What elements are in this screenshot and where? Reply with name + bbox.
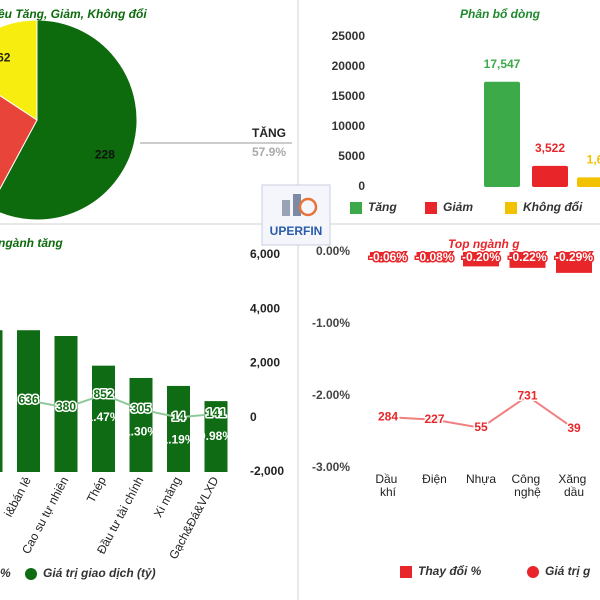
chart-title: Top ngành g: [448, 237, 520, 251]
y-tick-label: -2.00%: [312, 388, 350, 402]
x-tick-label: Xi măng: [151, 474, 184, 519]
x-tick-label: Công nghệ: [511, 472, 543, 499]
x-tick-label: Thép: [84, 474, 109, 505]
slice-label: 228: [95, 147, 115, 161]
bar: [129, 377, 153, 472]
x-tick-label: Xăng dầu: [558, 472, 589, 499]
bar: [556, 252, 592, 273]
x-tick-label-line: khí: [380, 485, 397, 499]
bar-label: 3,522: [535, 141, 565, 155]
bar-label: 1.47%: [86, 410, 120, 424]
x-tick-label-line: dầu: [564, 485, 584, 499]
chart-title: Phân bổ dòng: [460, 7, 541, 21]
chart-title: ngành tăng: [0, 236, 63, 250]
pie-slice: [0, 19, 138, 221]
line-label: 39: [567, 421, 581, 435]
pie-slice: [0, 95, 38, 190]
y-tick-label: 25000: [332, 29, 366, 43]
line: [28, 393, 217, 419]
y-tick-label: 0.00%: [316, 244, 350, 258]
y-tick-label: 10000: [332, 119, 366, 133]
x-tick-label-line: Dầu: [375, 472, 400, 486]
slice-label: 62: [0, 51, 11, 65]
bar-label: 1.30%: [124, 425, 158, 439]
bar-label: 0.98%: [199, 429, 233, 443]
legend-swatch: [425, 202, 437, 214]
legend-label: %: [0, 566, 11, 580]
bar: [509, 252, 546, 268]
legend-swatch: [350, 202, 362, 214]
line-label: 227: [424, 412, 444, 426]
bar: [416, 252, 453, 258]
bar: [204, 401, 228, 472]
legend-label: Thay đổi %: [418, 564, 482, 578]
x-tick-label-line: nghệ: [514, 485, 541, 499]
legend-swatch: [505, 202, 517, 214]
bar-label: -0.08%: [415, 250, 453, 264]
y2-tick-label: 0: [250, 410, 257, 424]
line-label: 305: [131, 402, 151, 416]
line-label: 636: [18, 393, 38, 407]
bar: [463, 252, 499, 267]
line-label: 141: [206, 406, 226, 420]
bar-label: -0.29%: [555, 250, 593, 264]
x-tick-label: Nhựa: [466, 472, 496, 486]
y2-tick-label: -2,000: [250, 464, 284, 478]
legend-swatch: [25, 568, 37, 580]
legend-label: Không đổi: [523, 200, 583, 214]
legend-label: Tăng: [368, 200, 397, 214]
bar-label: 17,547: [484, 57, 521, 71]
bar: [0, 330, 3, 472]
line-label: 14: [172, 410, 186, 424]
legend-swatch: [400, 566, 412, 578]
x-tick-label-line: Công: [511, 472, 543, 486]
bar: [484, 81, 520, 187]
y-tick-label: -3.00%: [312, 460, 350, 474]
chart-title: ều Tăng, Giảm, Không đổi: [0, 7, 147, 21]
bar-label: -0.20%: [462, 250, 500, 264]
annotation-value: 57.9%: [252, 145, 286, 159]
legend-label: Giá trị g: [545, 564, 591, 578]
line-label: 380: [56, 400, 76, 414]
logo-text: UPERFIN: [270, 224, 323, 238]
bar-label: 1.19%: [161, 433, 195, 447]
bar: [167, 385, 190, 472]
y2-tick-label: 6,000: [250, 247, 280, 261]
logo-icon: [282, 200, 290, 216]
logo-icon: [298, 197, 318, 217]
y-tick-label: 15000: [332, 89, 366, 103]
legend-label: Giá trị giao dịch (tỷ): [43, 566, 156, 580]
legend-swatch: [527, 566, 539, 578]
y-tick-label: 20000: [332, 59, 366, 73]
legend-label: Giảm: [443, 200, 473, 214]
line-label: 852: [93, 387, 113, 401]
pie-slice: [0, 19, 38, 121]
y-tick-label: 5000: [338, 149, 365, 163]
x-tick-label: Điện: [422, 472, 447, 486]
x-tick-label-line: Xăng: [558, 472, 589, 486]
logo-icon: [293, 194, 301, 216]
annotation-label: TĂNG: [252, 125, 286, 140]
y2-tick-label: 2,000: [250, 356, 280, 370]
bar: [532, 165, 568, 187]
bar: [92, 365, 115, 472]
bar-label: 1,6: [587, 153, 600, 167]
bar: [577, 177, 600, 187]
y2-tick-label: 4,000: [250, 301, 280, 315]
line: [387, 394, 575, 430]
bar: [370, 252, 406, 257]
y-tick-label: -1.00%: [312, 316, 350, 330]
bar: [54, 336, 78, 472]
line-label: 731: [517, 388, 537, 402]
line-label: 284: [378, 409, 398, 423]
bar-label: -0.06%: [369, 250, 407, 264]
x-tick-label: i&bán lẻ: [1, 474, 34, 519]
x-tick-label: Dầu khí: [375, 472, 400, 499]
bar-label: -0.22%: [508, 250, 546, 264]
line-label: 55: [474, 420, 488, 434]
y-tick-label: 0: [358, 179, 365, 193]
